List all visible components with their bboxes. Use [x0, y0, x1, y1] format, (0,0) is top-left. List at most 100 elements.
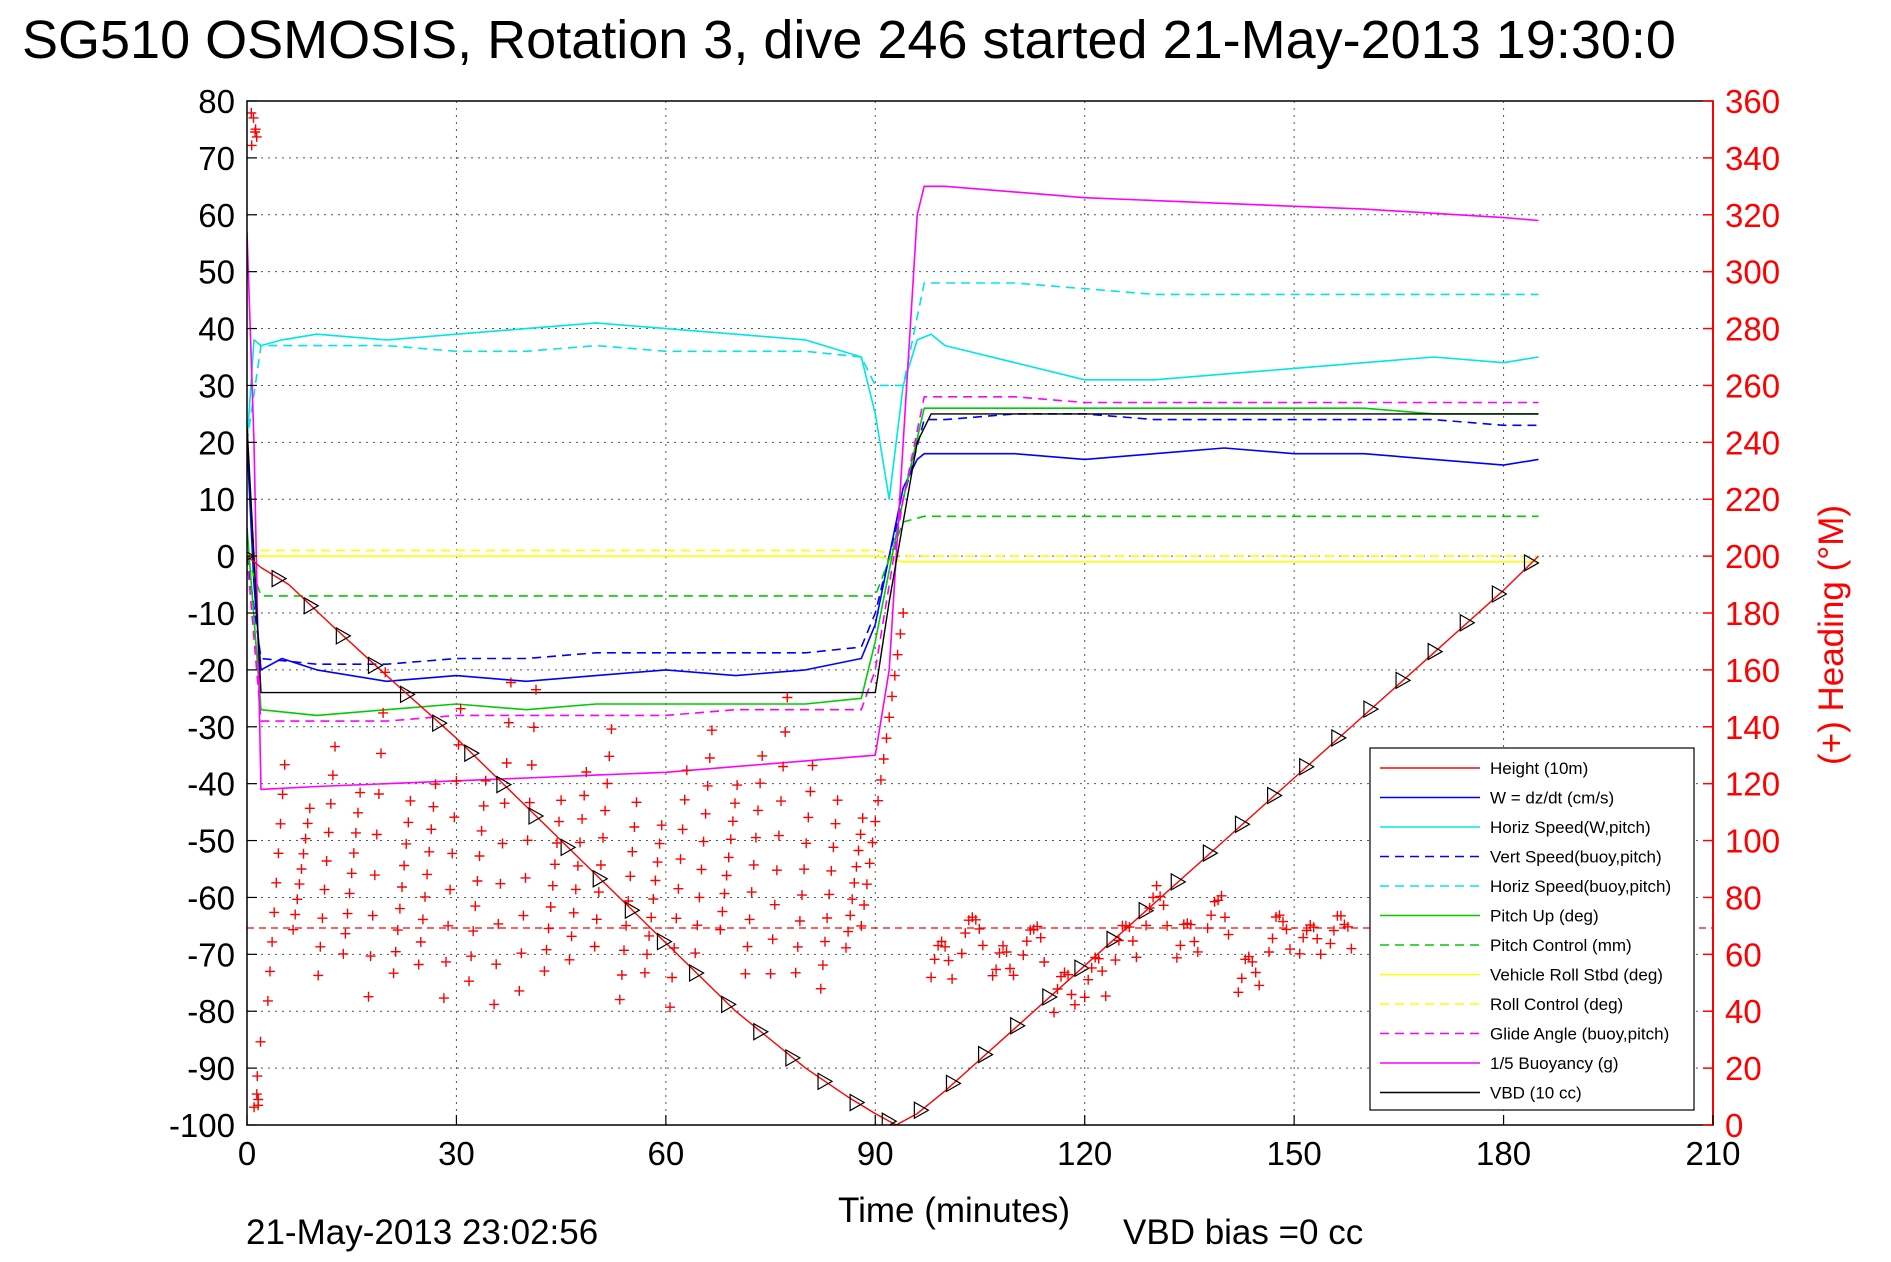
heading-marker [413, 959, 424, 970]
right-tick-label: 240 [1725, 424, 1780, 461]
left-tick-label: -100 [169, 1107, 235, 1144]
right-tick-label: 100 [1725, 823, 1780, 860]
heading-marker [857, 813, 868, 824]
heading-marker [1063, 969, 1073, 980]
left-tick-label: -90 [187, 1050, 235, 1087]
heading-marker [723, 852, 734, 863]
heading-marker [595, 860, 606, 870]
heading-marker [845, 910, 856, 921]
depth-marker [817, 1072, 834, 1091]
depth-marker [1042, 987, 1059, 1007]
depth-marker [1074, 959, 1091, 978]
series-line-1 [247, 555, 1539, 1125]
heading-marker [378, 707, 389, 718]
x-tick-label: 90 [857, 1135, 894, 1172]
heading-marker [1189, 936, 1200, 947]
heading-marker [267, 936, 278, 947]
heading-marker [1155, 891, 1166, 902]
depth-marker [945, 1074, 962, 1093]
heading-marker [947, 973, 958, 984]
heading-marker [455, 703, 466, 714]
heading-marker [884, 712, 895, 723]
heading-marker [1281, 924, 1292, 935]
series-line-6 [247, 407, 1539, 717]
heading-marker [1346, 943, 1357, 954]
heading-marker [700, 808, 711, 819]
heading-marker [575, 837, 585, 848]
heading-marker [715, 924, 726, 935]
heading-marker [470, 901, 481, 912]
heading-marker [1267, 933, 1278, 944]
depth-marker [913, 1101, 930, 1120]
left-tick-label: 50 [198, 254, 235, 291]
heading-marker [1151, 880, 1162, 891]
left-tick-label: 10 [198, 481, 235, 518]
footer-timestamp: 21-May-2013 23:02:56 [246, 1213, 598, 1252]
heading-marker [405, 795, 416, 806]
depth-marker [1523, 553, 1540, 572]
heading-marker [466, 951, 477, 962]
heading-marker [859, 900, 870, 910]
heading-marker [1192, 946, 1203, 957]
heading-marker [1315, 949, 1326, 960]
heading-marker [867, 837, 878, 848]
heading-marker [348, 848, 359, 859]
heading-marker [853, 845, 864, 856]
heading-marker [441, 956, 451, 967]
heading-marker [422, 869, 433, 880]
x-tick-label: 0 [238, 1135, 256, 1172]
heading-marker [1093, 953, 1104, 964]
depth-marker [367, 656, 384, 675]
legend: Height (10m) W = dz/dt (cm/s) Horiz Speed(… [1369, 747, 1695, 1111]
heading-marker [719, 888, 730, 899]
heading-marker [704, 753, 715, 763]
heading-marker [516, 948, 527, 959]
depth-marker [592, 869, 609, 888]
left-tick-label: -70 [187, 936, 235, 973]
heading-marker [554, 816, 564, 827]
heading-marker [1110, 955, 1121, 966]
heading-marker [679, 794, 690, 805]
depth-marker [1331, 728, 1348, 747]
heading-marker [556, 795, 567, 806]
heading-marker [417, 914, 428, 925]
heading-marker [369, 870, 380, 881]
heading-marker [505, 677, 516, 688]
legend-label-10: Glide Angle (buoy,pitch) [1490, 1025, 1669, 1044]
x-tick-label: 30 [438, 1135, 475, 1172]
left-tick-label: 80 [198, 83, 235, 120]
heading-marker [304, 803, 315, 814]
depth-marker [1266, 786, 1283, 805]
heading-marker [420, 891, 430, 902]
heading-marker [646, 912, 657, 923]
heading-marker [388, 968, 399, 979]
heading-marker [755, 778, 766, 789]
heading-marker [807, 760, 818, 771]
depth-marker [1491, 584, 1508, 604]
heading-marker [725, 834, 736, 845]
right-axis-label: (+) Heading (°M) [1812, 505, 1851, 765]
heading-marker [1079, 992, 1090, 1003]
left-tick-label: -20 [187, 652, 235, 689]
heading-marker [856, 920, 867, 931]
heading-marker [275, 818, 286, 829]
heading-marker [279, 759, 290, 770]
heading-marker [644, 930, 655, 941]
heading-marker [790, 967, 801, 978]
heading-marker [730, 798, 740, 809]
heading-marker [1005, 963, 1015, 974]
heading-marker [629, 822, 640, 832]
right-tick-label: 140 [1725, 709, 1780, 746]
heading-marker [1185, 919, 1196, 930]
legend-label-11: 1/5 Buoyancy (g) [1490, 1054, 1619, 1073]
heading-marker [873, 795, 884, 806]
heading-marker [861, 879, 872, 890]
heading-marker [929, 954, 940, 965]
right-tick-label: 40 [1725, 993, 1762, 1030]
x-tick-label: 150 [1267, 1135, 1322, 1172]
footer-vbd-bias: VBD bias =0 cc [1123, 1213, 1363, 1252]
legend-box [1369, 747, 1695, 1111]
heading-marker [300, 833, 311, 844]
left-axis-ticks: 80 70 60 50 40 30 20 10 0 -10 -20 -30 -40 -50 -60 -70 -8… [169, 83, 257, 1144]
depth-marker [432, 714, 448, 733]
